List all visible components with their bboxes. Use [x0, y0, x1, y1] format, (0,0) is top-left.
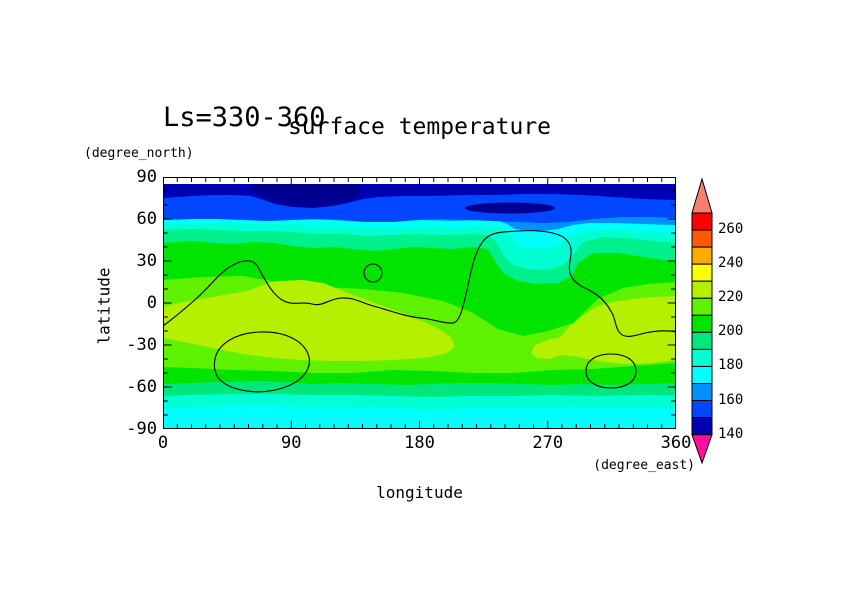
y-tick-label: 60 — [136, 209, 157, 229]
colorbar-segment — [691, 229, 713, 248]
colorbar-over-range-arrow — [691, 177, 713, 214]
colorbar-segment — [691, 212, 713, 231]
x-axis-title: longitude — [376, 483, 463, 502]
y-tick-label: 30 — [136, 251, 157, 271]
map-patch-yellowgreen-east — [531, 296, 676, 364]
y-tick-label: -30 — [126, 335, 157, 355]
x-tick-label: 90 — [281, 433, 302, 453]
map-blob-darknavy-lens — [465, 202, 555, 214]
x-tick-label: 360 — [660, 433, 692, 453]
x-tick-label: 270 — [532, 433, 564, 453]
topography-contour-argyre — [585, 353, 637, 389]
plot-frame — [163, 177, 676, 429]
subtitle-ls-range: Ls=330-360 — [163, 102, 326, 133]
colorbar-tick-label: 200 — [718, 323, 744, 340]
topography-contour-main — [163, 230, 676, 337]
colorbar-segment — [691, 417, 713, 436]
y-tick-label: -90 — [126, 419, 157, 439]
colorbar-tick-label: 240 — [718, 255, 744, 272]
colorbar-tick-label: 140 — [718, 425, 744, 442]
y-axis-units-label: (degree_north) — [84, 146, 194, 161]
x-axis-units-label: (degree_east) — [593, 458, 695, 473]
x-tick-label: 0 — [157, 433, 169, 453]
colorbar-tick-label: 180 — [718, 357, 744, 374]
temperature-map — [163, 177, 676, 429]
topography-contour-hellas — [213, 331, 310, 393]
colorbar-tick-label: 260 — [718, 221, 744, 238]
colorbar-segment — [691, 280, 713, 299]
colorbar-segment — [691, 331, 713, 350]
y-tick-label: -60 — [126, 377, 157, 397]
page-title: surface temperature — [287, 114, 552, 140]
colorbar-segment — [691, 400, 713, 419]
colorbar-segment — [691, 348, 713, 367]
y-tick-label: 90 — [136, 167, 157, 187]
map-patch-yellowgreen-west — [163, 280, 455, 361]
colorbar-tick-label: 220 — [718, 289, 744, 306]
colorbar-segment — [691, 314, 713, 333]
colorbar-segment — [691, 246, 713, 265]
colorbar-under-range-arrow — [691, 434, 713, 465]
x-tick-label: 180 — [404, 433, 435, 453]
colorbar-segment — [691, 365, 713, 384]
colorbar — [691, 177, 713, 465]
colorbar-segment — [691, 263, 713, 282]
colorbar-segment — [691, 297, 713, 316]
colorbar-tick-label: 160 — [718, 391, 744, 408]
y-tick-label: 0 — [146, 293, 157, 313]
map-blob-darknavy-tongue — [251, 184, 361, 207]
topography-contour-elysium — [363, 263, 383, 283]
colorbar-segment — [691, 383, 713, 402]
